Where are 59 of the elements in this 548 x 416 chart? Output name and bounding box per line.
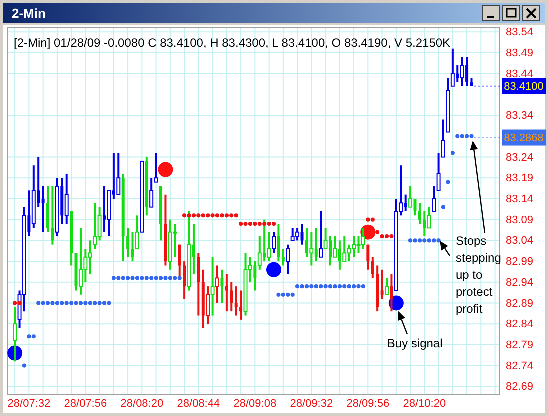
chart-title: 2-Min xyxy=(12,6,46,21)
y-tick-label: 83.09 xyxy=(506,214,534,226)
candlestick xyxy=(366,244,370,271)
x-tick-label: 28/07:32 xyxy=(8,398,51,410)
y-tick-label: 83.24 xyxy=(506,152,534,164)
candlestick xyxy=(116,152,121,196)
candlestick xyxy=(390,273,394,313)
candlestick xyxy=(220,268,224,304)
annotation: 83.4100 xyxy=(504,81,544,94)
candlestick xyxy=(150,177,154,208)
candlestick xyxy=(282,248,285,267)
candlestick xyxy=(371,256,374,280)
y-tick-label: 83.54 xyxy=(506,26,534,39)
x-tick-label: 28/10:20 xyxy=(403,398,446,410)
y-tick-label: 82.84 xyxy=(506,318,534,331)
candlestick xyxy=(230,281,234,313)
y-tick-label: 82.69 xyxy=(506,381,534,394)
candlestick xyxy=(385,277,390,296)
x-tick-label: 28/08:20 xyxy=(120,398,164,410)
candlestick xyxy=(240,290,243,321)
y-tick-label: 82.89 xyxy=(506,298,534,310)
y-tick-label: 83.19 xyxy=(506,172,534,185)
candlestick xyxy=(154,152,158,184)
candlestick xyxy=(234,286,238,317)
candlestick xyxy=(51,185,54,246)
y-tick-label: 82.99 xyxy=(506,256,534,268)
x-tick-label: 28/09:08 xyxy=(234,398,277,410)
candlestick xyxy=(432,185,436,212)
candlestick xyxy=(286,244,290,276)
candlestick xyxy=(126,227,130,258)
candlestick xyxy=(361,227,366,250)
candlestick xyxy=(460,56,464,88)
candlestick xyxy=(42,185,45,234)
candlestick xyxy=(450,48,455,88)
x-tick-label: 28/09:56 xyxy=(346,398,390,410)
candlestick xyxy=(310,231,314,267)
candlestick xyxy=(225,273,228,313)
candlestick xyxy=(418,202,422,226)
candlestick xyxy=(380,268,384,300)
y-tick-label: 82.94 xyxy=(506,276,534,289)
y-tick-label: 82.79 xyxy=(506,339,534,352)
y-tick-label: 83.44 xyxy=(506,68,534,80)
y-tick-label: 83.04 xyxy=(506,235,534,248)
candlestick xyxy=(408,185,413,208)
candlestick xyxy=(277,223,280,263)
x-tick-label: 28/08:44 xyxy=(177,398,220,410)
y-tick-label: 83.49 xyxy=(506,48,534,60)
candlestick xyxy=(13,306,18,363)
candlestick xyxy=(183,260,186,300)
annotation: Stops stepping up to protect profit xyxy=(456,234,502,316)
y-tick-label: 83.34 xyxy=(506,110,534,122)
annotation: Buy signal xyxy=(387,336,443,350)
y-tick-label: 82.74 xyxy=(506,360,534,372)
y-tick-label: 83.14 xyxy=(506,194,534,206)
annotation: [2-Min] 01/28/09 -0.0080 C 83.4100, H 83.4300, L 83.4100, O 83.4190, V 5.2150K xyxy=(14,36,451,50)
x-tick-label: 28/07:56 xyxy=(64,398,108,410)
candlestick xyxy=(64,172,69,226)
annotation: 83.2868 xyxy=(504,132,544,145)
x-tick-label: 28/09:32 xyxy=(290,398,334,410)
